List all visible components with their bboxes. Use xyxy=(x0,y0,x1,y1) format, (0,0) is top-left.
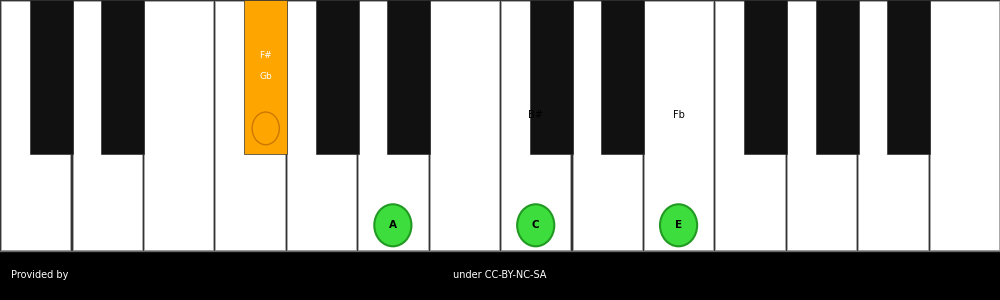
Text: under CC-BY-NC-SA: under CC-BY-NC-SA xyxy=(453,271,547,281)
Bar xyxy=(930,1,999,250)
Ellipse shape xyxy=(252,112,279,145)
Ellipse shape xyxy=(660,204,697,246)
Bar xyxy=(30,0,73,154)
Text: E: E xyxy=(675,220,682,230)
Bar xyxy=(0,0,1000,251)
Bar xyxy=(72,1,142,250)
Bar xyxy=(316,0,359,154)
Text: A: A xyxy=(389,220,397,230)
Bar xyxy=(715,1,785,250)
Text: B#: B# xyxy=(528,110,543,121)
Bar xyxy=(858,1,928,250)
Bar xyxy=(644,1,713,250)
Bar xyxy=(144,1,213,250)
Bar xyxy=(601,0,644,154)
Bar xyxy=(387,0,430,154)
Bar xyxy=(573,1,642,250)
Bar xyxy=(1,1,70,250)
Text: Fb: Fb xyxy=(673,110,685,121)
Bar xyxy=(887,0,930,154)
Bar xyxy=(101,0,144,154)
Ellipse shape xyxy=(517,204,554,246)
Bar xyxy=(358,1,428,250)
Bar xyxy=(530,0,573,154)
Bar xyxy=(430,1,499,250)
Bar xyxy=(787,1,856,250)
Text: F#: F# xyxy=(259,51,272,60)
Text: Provided by: Provided by xyxy=(11,271,68,281)
Bar xyxy=(244,0,287,154)
Bar xyxy=(816,0,859,154)
Bar xyxy=(744,0,787,154)
Text: C: C xyxy=(532,220,540,230)
Bar xyxy=(0,251,1000,300)
Bar xyxy=(501,1,570,250)
Ellipse shape xyxy=(374,204,411,246)
Bar xyxy=(287,1,356,250)
Bar xyxy=(215,1,285,250)
Text: Gb: Gb xyxy=(259,72,272,81)
